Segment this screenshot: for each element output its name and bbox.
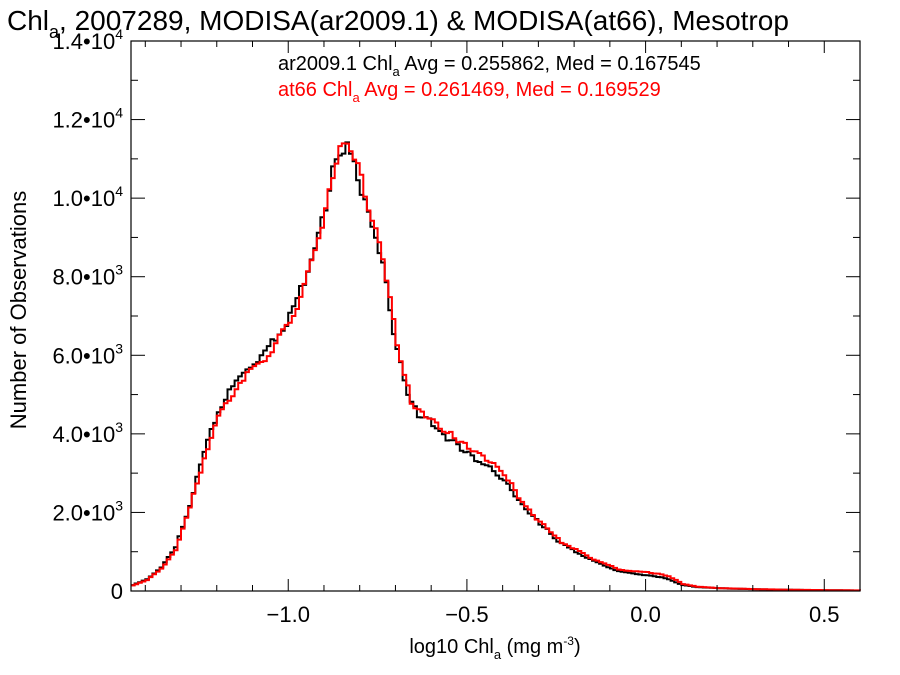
- series-line-ar2009.1: [131, 141, 860, 592]
- chart-title: Chla, 2007289, MODISA(ar2009.1) & MODISA…: [7, 5, 789, 42]
- x-tick-label: 0.5: [809, 602, 840, 627]
- x-axis-label: log10 Chla (mg m-3): [409, 634, 580, 662]
- y-tick-label: 0: [111, 579, 123, 604]
- y-tick-label: 1.2•104: [52, 105, 123, 133]
- y-tick-label: 6.0•103: [52, 340, 123, 368]
- axes: −1.0 −0.5 0.0 0.5 0 2.0•103 4.0•103 6.0•103 8.0•…: [52, 26, 861, 627]
- annotation-at66: at66 Chla Avg = 0.261469, Med = 0.169529: [278, 79, 661, 105]
- plot-area: [131, 141, 861, 592]
- annotation-ar2009: ar2009.1 Chla Avg = 0.255862, Med = 0.16…: [278, 53, 701, 79]
- plot-frame: [130, 40, 861, 592]
- y-tick-label: 4.0•103: [52, 419, 123, 447]
- y-tick-label: 8.0•103: [52, 262, 123, 290]
- y-tick-label: 1.4•104: [52, 26, 123, 54]
- x-tick-label: −1.0: [267, 602, 310, 627]
- x-tick-label: −0.5: [445, 602, 488, 627]
- y-tick-label: 1.0•104: [52, 183, 123, 211]
- x-tick-label: 0.0: [630, 602, 661, 627]
- y-axis-label: Number of Observations: [6, 191, 31, 429]
- y-tick-label: 2.0•103: [52, 497, 123, 525]
- series-line-at66: [131, 142, 861, 592]
